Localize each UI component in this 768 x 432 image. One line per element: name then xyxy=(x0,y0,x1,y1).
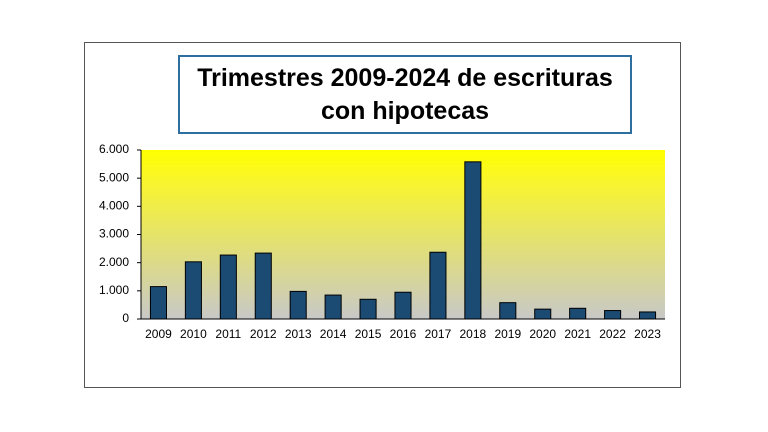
bar xyxy=(394,291,412,320)
y-tick-label: 3.000 xyxy=(99,227,129,241)
x-tick-label: 2014 xyxy=(320,327,347,341)
y-tick-label: 2.000 xyxy=(99,255,129,269)
bar xyxy=(638,311,657,320)
bar xyxy=(499,302,517,320)
x-tick-label: 2019 xyxy=(494,327,521,341)
x-tick-label: 2022 xyxy=(599,327,626,341)
bar xyxy=(149,286,168,320)
bar xyxy=(569,307,587,320)
bar xyxy=(219,254,237,320)
x-tick-label: 2017 xyxy=(425,327,452,341)
x-tick-label: 2023 xyxy=(634,327,661,341)
bar xyxy=(464,161,482,320)
x-tick-label: 2018 xyxy=(460,327,487,341)
x-tick-label: 2020 xyxy=(529,327,556,341)
x-tick-label: 2016 xyxy=(390,327,417,341)
y-tick-label: 4.000 xyxy=(99,199,129,213)
x-tick-label: 2021 xyxy=(564,327,591,341)
y-tick-label: 0 xyxy=(122,311,129,325)
chart-frame xyxy=(84,42,681,388)
bar xyxy=(184,261,202,320)
y-tick-label: 6.000 xyxy=(99,142,129,156)
bar xyxy=(324,294,342,320)
x-tick-label: 2009 xyxy=(145,327,172,341)
y-tick-label: 1.000 xyxy=(99,283,129,297)
bar xyxy=(429,251,447,320)
x-tick-label: 2011 xyxy=(215,327,241,341)
y-tick-label: 5.000 xyxy=(99,170,129,184)
x-tick-label: 2015 xyxy=(355,327,382,341)
bar xyxy=(534,308,552,320)
chart-title: Trimestres 2009-2024 de escrituras con h… xyxy=(178,55,632,134)
bar xyxy=(604,310,622,320)
bar xyxy=(289,290,307,320)
bar xyxy=(254,252,272,320)
x-tick-label: 2013 xyxy=(285,327,312,341)
x-tick-label: 2012 xyxy=(250,327,277,341)
bar xyxy=(359,298,377,320)
x-tick-label: 2010 xyxy=(180,327,207,341)
